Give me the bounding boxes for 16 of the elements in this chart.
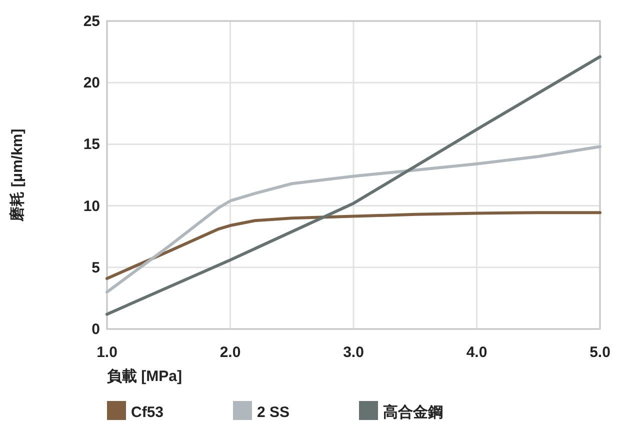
x-axis-title: 負載 [MPa] — [107, 368, 182, 385]
x-tick-label: 1.0 — [96, 344, 118, 361]
legend-label: Cf53 — [131, 404, 164, 421]
x-tick-label: 2.0 — [220, 344, 241, 361]
legend-label: 高合金鋼 — [383, 403, 443, 421]
x-tick-label: 5.0 — [590, 344, 610, 361]
y-tick-label: 20 — [83, 74, 100, 92]
y-tick-label: 5 — [92, 259, 100, 276]
y-tick-label: 0 — [92, 321, 100, 338]
x-tick-label: 4.0 — [466, 344, 488, 361]
y-tick-label: 25 — [83, 13, 100, 30]
legend-label: 2 SS — [257, 404, 290, 421]
y-axis-title: 磨耗 [μm/km] — [8, 128, 26, 222]
y-tick-label: 10 — [83, 198, 100, 215]
x-tick-label: 3.0 — [343, 344, 364, 361]
y-tick-label: 15 — [83, 136, 100, 154]
